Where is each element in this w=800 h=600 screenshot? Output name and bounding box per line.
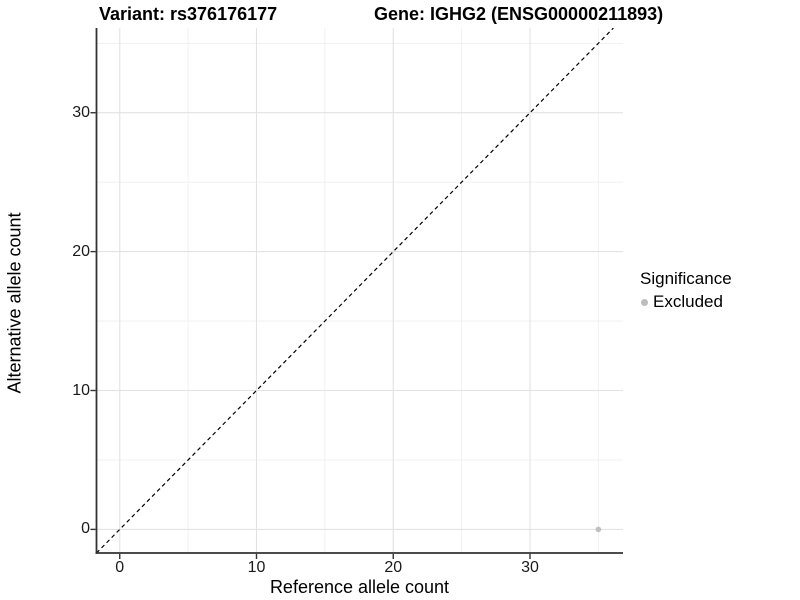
x-tick-label: 10 [247,559,266,576]
y-tick-label: 0 [81,520,90,538]
x-tick-label: 30 [521,559,539,576]
y-tick-label: 10 [72,381,90,399]
legend: Significance Excluded [640,269,732,312]
x-axis-title: Reference allele count [269,577,450,597]
x-tick-label: 0 [115,559,125,576]
legend-entry: Excluded [640,292,732,312]
legend-title: Significance [640,269,732,288]
legend-key-dot [641,298,648,306]
y-axis-title: Alternative allele count [4,212,25,394]
legend-entry-label: Excluded [653,292,723,311]
variant-title: Variant: rs376176177 [99,4,278,24]
y-tick-label: 30 [72,103,90,121]
y-tick-label: 20 [72,242,90,260]
legend-entries: Excluded [640,292,732,312]
gene-title: Gene: IGHG2 (ENSG00000211893) [374,4,664,24]
identity-line [96,28,614,553]
data-point [595,526,602,533]
x-tick-label: 20 [384,559,403,576]
